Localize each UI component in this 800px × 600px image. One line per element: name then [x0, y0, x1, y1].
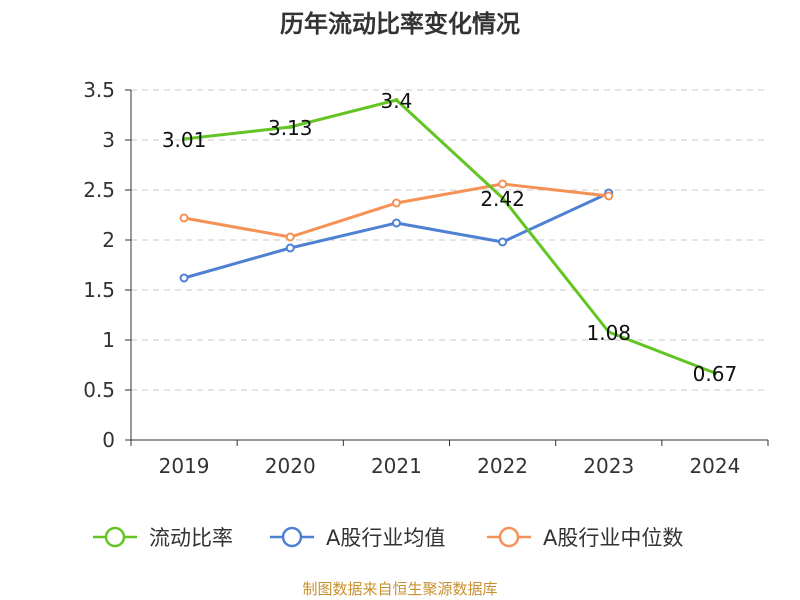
x-tick-label: 2024 — [689, 454, 740, 478]
series-2 — [179, 179, 614, 242]
x-tick-label: 2022 — [477, 454, 528, 478]
data-point — [498, 237, 508, 247]
data-point — [391, 198, 401, 208]
data-point — [391, 218, 401, 228]
legend-item-1: A股行业均值 — [270, 526, 445, 550]
data-point — [182, 137, 187, 141]
source-footer: 制图数据来自恒生聚源数据库 — [302, 580, 497, 598]
x-tick-label: 2023 — [583, 454, 634, 478]
data-label: 3.01 — [162, 128, 207, 152]
data-label: 1.08 — [586, 321, 631, 345]
legend-label: A股行业均值 — [326, 526, 445, 550]
y-tick-label: 0.5 — [83, 378, 115, 402]
y-tick-label: 1.5 — [83, 278, 115, 302]
data-point — [394, 98, 399, 102]
series-line — [183, 98, 716, 375]
x-tick-label: 2019 — [159, 454, 210, 478]
data-point — [285, 232, 295, 242]
data-labels: 3.01 3.13 3.4 2.42 1.08 0.67 — [162, 89, 737, 386]
legend-marker — [104, 526, 126, 548]
data-point — [285, 243, 295, 253]
y-tick-label: 1 — [102, 328, 115, 352]
y-tick-label: 0 — [102, 428, 115, 452]
y-tick-label: 3 — [102, 128, 115, 152]
series-line — [183, 182, 609, 239]
legend-marker — [281, 526, 303, 548]
chart-title: 历年流动比率变化情况 — [280, 10, 520, 38]
legend-item-0: 流动比率 — [93, 526, 233, 550]
legend-label: A股行业中位数 — [543, 526, 683, 550]
y-tick-label: 2 — [102, 228, 115, 252]
y-tick-label: 2.5 — [83, 178, 115, 202]
y-tick-label: 3.5 — [83, 78, 115, 102]
data-label: 0.67 — [693, 362, 738, 386]
series-0 — [182, 98, 717, 375]
series-layer — [179, 98, 717, 375]
legend-marker — [498, 526, 520, 548]
legend-label: 流动比率 — [149, 526, 233, 550]
data-point — [500, 196, 505, 200]
x-tick-label: 2021 — [371, 454, 422, 478]
data-point — [288, 125, 293, 129]
data-point — [179, 273, 189, 283]
gridlines — [131, 89, 768, 391]
data-point — [604, 191, 614, 201]
legend: 流动比率 A股行业均值 A股行业中位数 — [93, 526, 683, 550]
x-tick-label: 2020 — [265, 454, 316, 478]
data-point — [498, 179, 508, 189]
data-label: 3.4 — [381, 89, 413, 113]
data-point — [712, 371, 717, 375]
data-point — [179, 213, 189, 223]
data-label: 3.13 — [268, 116, 313, 140]
data-point — [606, 330, 611, 334]
legend-item-2: A股行业中位数 — [487, 526, 683, 550]
axes: 0 0.5 1 1.5 2 2.5 3 3.5 2019 2020 2021 2022 2023 2024 — [83, 78, 769, 478]
data-label: 2.42 — [480, 187, 525, 211]
